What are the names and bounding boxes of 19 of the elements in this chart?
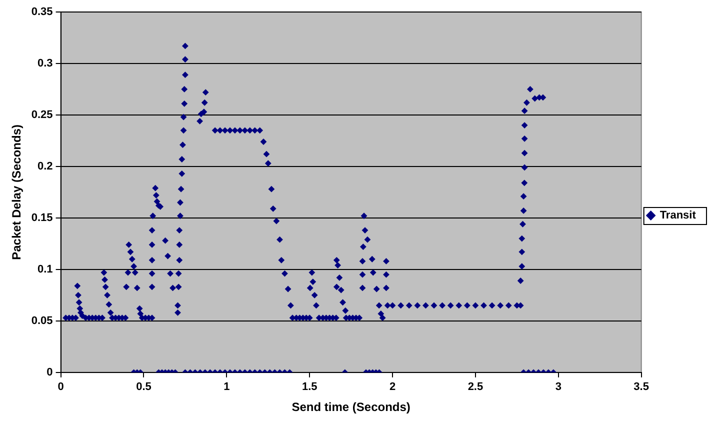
y-tick-label: 0.15 (31, 212, 53, 224)
x-tick-label: 0.5 (136, 381, 152, 394)
y-tick-label: 0 (46, 366, 53, 378)
x-tick-label: 3 (555, 381, 562, 394)
legend-label: Transit (660, 210, 702, 222)
y-tick-label: 0.05 (31, 314, 53, 327)
x-tick-label: 1.5 (302, 381, 318, 394)
y-tick-label: 0.3 (38, 58, 53, 70)
x-tick-label: 0 (58, 381, 64, 394)
y-tick-label: 0.1 (38, 263, 53, 276)
x-tick-label: 2 (389, 381, 396, 394)
y-tick-label: 0.2 (38, 160, 53, 172)
x-tick-label: 2.5 (468, 381, 484, 394)
x-tick-label: 1 (224, 381, 230, 394)
x-axis-title: Send time (Seconds) (292, 400, 410, 414)
y-axis-title: Packet Delay (Seconds) (10, 124, 24, 260)
x-tick-label: 3.5 (634, 381, 649, 394)
y-tick-label: 0.25 (31, 109, 53, 122)
y-tick-label: 0.35 (31, 6, 53, 18)
